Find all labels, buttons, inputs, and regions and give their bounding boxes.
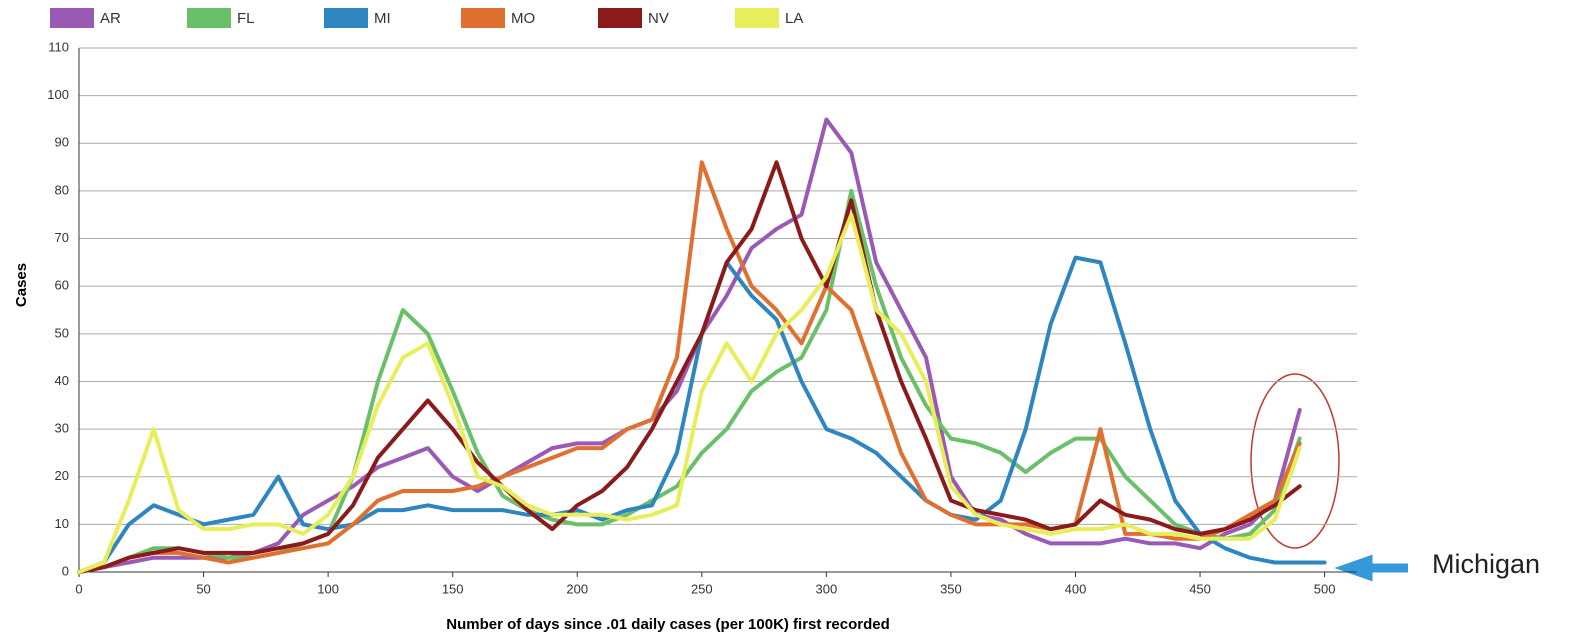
arrow: [1334, 554, 1408, 582]
y-tick-label: 50: [55, 325, 69, 340]
series-line: [77, 160, 1302, 574]
y-tick-label: 80: [55, 182, 69, 197]
series-line: [77, 117, 1302, 574]
x-tick-label: 200: [566, 581, 588, 596]
y-tick-label: 110: [48, 39, 69, 54]
legend-label: MI: [374, 10, 391, 27]
x-tick-label: 100: [317, 581, 339, 596]
x-axis-label: Number of days since .01 daily cases (pe…: [446, 616, 890, 633]
legend-label: FL: [237, 10, 255, 27]
x-tick-label: 50: [196, 581, 210, 596]
legend-label: AR: [100, 10, 121, 27]
y-tick-label: 100: [47, 87, 69, 102]
annotation: Michigan: [1432, 549, 1540, 579]
series-line: [77, 212, 1302, 574]
legend-swatch: [50, 8, 94, 28]
legend-swatch: [187, 8, 231, 28]
y-tick-label: 10: [55, 516, 69, 531]
x-tick-label: 500: [1314, 581, 1336, 596]
y-tick-label: 0: [62, 563, 69, 578]
highlight-ellipse: [1250, 373, 1340, 549]
legend-swatch: [324, 8, 368, 28]
x-tick-label: 300: [816, 581, 838, 596]
legend-swatch: [461, 8, 505, 28]
x-tick-label: 350: [940, 581, 962, 596]
x-tick-label: 150: [442, 581, 464, 596]
y-tick-label: 20: [55, 468, 69, 483]
y-tick-label: 40: [55, 373, 69, 388]
y-axis-label: Cases: [13, 263, 30, 307]
y-tick-label: 70: [55, 230, 69, 245]
legend-label: LA: [785, 10, 803, 27]
y-tick-label: 30: [55, 421, 69, 436]
legend-label: MO: [511, 10, 535, 27]
x-tick-label: 0: [75, 581, 82, 596]
y-tick-label: 60: [55, 278, 69, 293]
legend-swatch: [735, 8, 779, 28]
legend-label: NV: [648, 10, 669, 27]
series-line: [77, 160, 1302, 574]
x-tick-label: 400: [1065, 581, 1087, 596]
x-tick-label: 250: [691, 581, 713, 596]
x-tick-label: 450: [1189, 581, 1211, 596]
y-tick-label: 90: [55, 135, 69, 150]
legend-swatch: [598, 8, 642, 28]
